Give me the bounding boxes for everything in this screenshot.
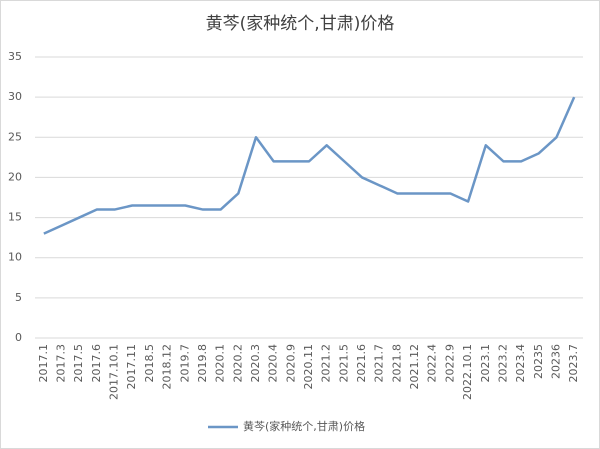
x-tick-label: 20236 <box>549 344 562 379</box>
x-tick-label: 2017.5 <box>72 344 85 383</box>
x-tick-label: 2019.8 <box>196 344 209 383</box>
y-tick-label: 5 <box>15 291 22 304</box>
x-tick-label: 2019.7 <box>178 344 191 383</box>
x-tick-label: 2020.1 <box>214 344 227 383</box>
y-tick-label: 15 <box>8 211 22 224</box>
x-tick-label: 20235 <box>532 344 545 379</box>
x-tick-label: 2021.6 <box>355 344 368 383</box>
x-tick-label: 2018.5 <box>143 344 156 383</box>
x-tick-label: 2020.11 <box>302 344 315 390</box>
chart-title: 黄芩(家种统个,甘肃)价格 <box>206 14 395 34</box>
x-tick-label: 2021.5 <box>337 344 350 383</box>
x-tick-label: 2021.7 <box>373 344 386 383</box>
x-tick-label: 2017.1 <box>37 344 50 383</box>
x-tick-label: 2022.9 <box>443 344 456 383</box>
x-tick-label: 2021.12 <box>408 344 421 390</box>
y-tick-label: 0 <box>15 331 22 344</box>
x-tick-label: 2021.8 <box>390 344 403 383</box>
y-tick-label: 25 <box>8 130 22 143</box>
x-tick-label: 2022.4 <box>426 344 439 383</box>
x-tick-label: 2020.3 <box>249 344 262 383</box>
x-tick-label: 2017.6 <box>90 344 103 383</box>
x-tick-label: 2023.4 <box>514 344 527 383</box>
x-tick-label: 2020.9 <box>284 344 297 383</box>
y-tick-label: 35 <box>8 50 22 63</box>
x-tick-label: 2023.1 <box>479 344 492 383</box>
x-tick-label: 2021.2 <box>320 344 333 383</box>
x-tick-label: 2017.11 <box>125 344 138 390</box>
y-tick-label: 20 <box>8 170 22 183</box>
x-tick-label: 2018.12 <box>161 344 174 390</box>
data-line <box>43 96 576 235</box>
x-tick-label: 2020.2 <box>231 344 244 383</box>
y-tick-label: 30 <box>8 90 22 103</box>
x-tick-label: 2017.3 <box>55 344 68 383</box>
x-tick-label: 2022.10.1 <box>461 344 474 400</box>
y-tick-label: 10 <box>8 251 22 264</box>
legend-label: 黄芩(家种统个,甘肃)价格 <box>243 419 365 433</box>
x-tick-label: 2023.7 <box>567 344 580 383</box>
x-tick-label: 2017.10.1 <box>108 344 121 400</box>
x-tick-label: 2023.2 <box>496 344 509 383</box>
x-tick-label: 2020.4 <box>267 344 280 383</box>
